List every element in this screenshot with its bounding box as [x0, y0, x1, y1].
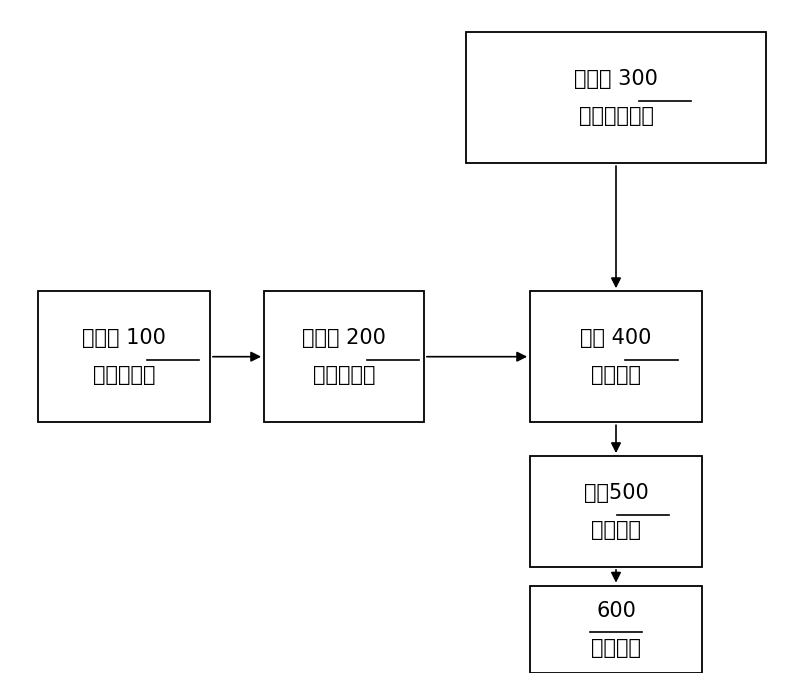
Bar	[530, 586, 702, 673]
Text: 取模块 200: 取模块 200	[302, 328, 386, 348]
Bar	[466, 32, 766, 164]
Text: 驱动模块: 驱动模块	[591, 638, 641, 658]
Text: 特征匹配: 特征匹配	[591, 365, 641, 385]
Bar	[264, 291, 424, 423]
Text: 指令确认: 指令确认	[591, 520, 641, 540]
Text: 眼动特征提: 眼动特征提	[313, 365, 375, 385]
Bar	[38, 291, 210, 423]
Text: 模块 400: 模块 400	[580, 328, 652, 348]
Text: 集模块 100: 集模块 100	[82, 328, 166, 348]
Text: 储模块 300: 储模块 300	[574, 69, 658, 89]
Text: 眼睛图像采: 眼睛图像采	[93, 365, 155, 385]
Text: 预定义特征存: 预定义特征存	[578, 106, 654, 126]
Bar	[530, 456, 702, 567]
Bar	[530, 291, 702, 423]
Text: 模块500: 模块500	[584, 483, 648, 503]
Text: 600: 600	[596, 601, 636, 621]
